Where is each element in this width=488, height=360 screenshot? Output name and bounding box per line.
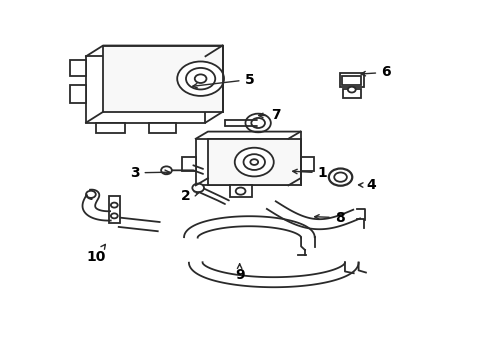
Text: 7: 7 <box>258 108 281 122</box>
Circle shape <box>111 213 118 219</box>
Circle shape <box>347 87 355 93</box>
Circle shape <box>328 168 351 186</box>
FancyBboxPatch shape <box>86 56 205 123</box>
FancyBboxPatch shape <box>103 45 222 112</box>
Text: 1: 1 <box>292 166 327 180</box>
Circle shape <box>234 148 273 176</box>
FancyBboxPatch shape <box>109 196 120 223</box>
FancyBboxPatch shape <box>300 157 314 171</box>
Circle shape <box>243 154 264 170</box>
FancyBboxPatch shape <box>70 60 86 76</box>
FancyBboxPatch shape <box>339 73 363 87</box>
Text: 2: 2 <box>181 189 199 203</box>
FancyBboxPatch shape <box>182 157 195 171</box>
Circle shape <box>194 75 206 83</box>
Text: 6: 6 <box>360 66 390 80</box>
FancyBboxPatch shape <box>342 89 360 98</box>
FancyBboxPatch shape <box>70 85 86 103</box>
Circle shape <box>177 62 224 96</box>
FancyBboxPatch shape <box>229 185 251 197</box>
Circle shape <box>245 114 270 132</box>
FancyBboxPatch shape <box>341 76 360 85</box>
Text: 8: 8 <box>314 211 344 225</box>
Text: 9: 9 <box>234 264 244 282</box>
Circle shape <box>333 172 346 182</box>
Circle shape <box>235 188 245 195</box>
Circle shape <box>161 166 171 174</box>
FancyBboxPatch shape <box>195 139 288 185</box>
Text: 10: 10 <box>86 244 105 264</box>
Circle shape <box>192 184 203 192</box>
Circle shape <box>250 159 258 165</box>
Circle shape <box>86 191 96 198</box>
FancyBboxPatch shape <box>96 123 125 133</box>
Circle shape <box>111 203 118 208</box>
FancyBboxPatch shape <box>149 123 176 133</box>
Text: 5: 5 <box>192 73 254 88</box>
Circle shape <box>251 118 264 128</box>
Text: 4: 4 <box>358 178 375 192</box>
FancyBboxPatch shape <box>207 139 300 185</box>
Text: 3: 3 <box>130 166 169 180</box>
Circle shape <box>185 68 215 89</box>
